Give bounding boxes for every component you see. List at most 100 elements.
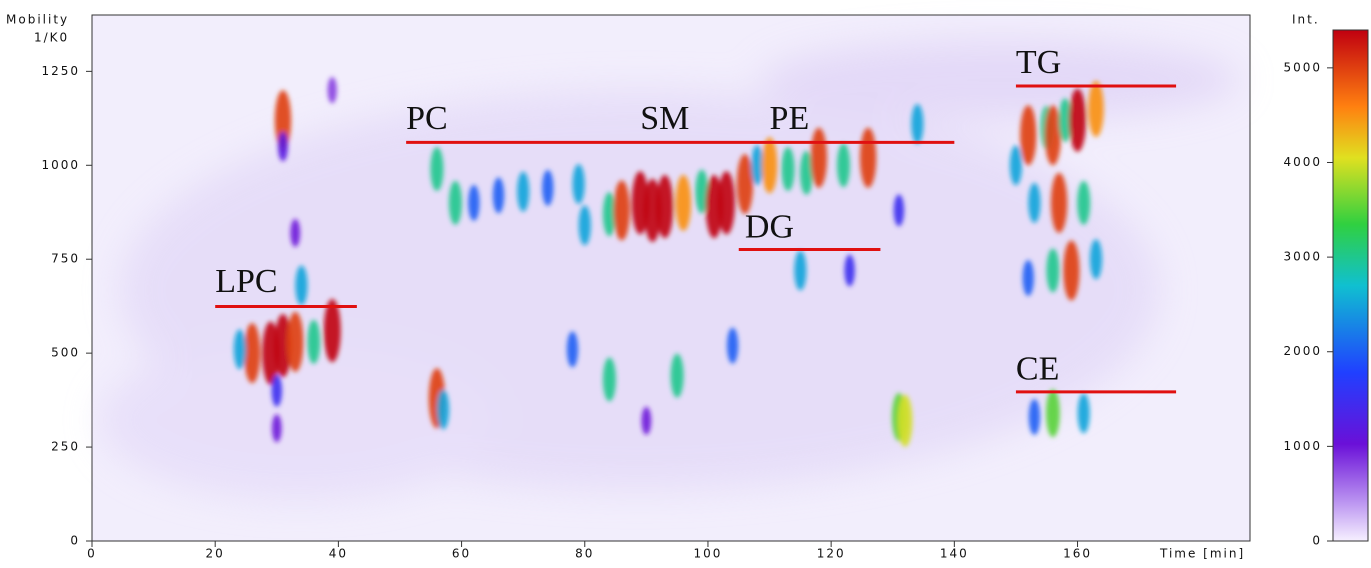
x-tick-label: 100 bbox=[694, 547, 723, 561]
spot bbox=[572, 164, 585, 205]
colorbar-tick-label: 1000 bbox=[1283, 439, 1322, 453]
spot bbox=[323, 299, 341, 363]
x-tick-label: 140 bbox=[940, 547, 969, 561]
annotation-label: SM bbox=[640, 100, 689, 137]
spot bbox=[1046, 248, 1060, 293]
spot bbox=[836, 143, 850, 188]
spot bbox=[641, 406, 652, 435]
spot bbox=[736, 154, 754, 215]
y-tick-label: 500 bbox=[51, 346, 80, 360]
spot bbox=[859, 127, 877, 188]
spot bbox=[602, 192, 616, 237]
y-tick-label: 750 bbox=[51, 252, 80, 266]
spot bbox=[675, 174, 692, 231]
y-tick-label: 250 bbox=[51, 440, 80, 454]
colorbar-tick-label: 0 bbox=[1312, 534, 1322, 548]
spot bbox=[271, 374, 283, 407]
spot bbox=[1089, 239, 1103, 280]
x-tick-label: 0 bbox=[87, 547, 97, 561]
spot bbox=[243, 323, 261, 384]
spot bbox=[1088, 80, 1104, 137]
spot bbox=[613, 180, 630, 241]
spot bbox=[656, 175, 674, 239]
spot bbox=[1044, 105, 1062, 166]
spot bbox=[644, 178, 662, 242]
spot bbox=[794, 250, 807, 291]
spot bbox=[295, 265, 308, 306]
annotation-label: DG bbox=[745, 208, 794, 245]
spot bbox=[1077, 393, 1090, 434]
spot bbox=[233, 329, 246, 370]
spot bbox=[437, 389, 450, 430]
spot bbox=[307, 319, 321, 364]
spots bbox=[233, 76, 1104, 447]
y-tick-label: 1250 bbox=[41, 64, 80, 78]
spot bbox=[578, 205, 591, 246]
y-tick-label: 0 bbox=[70, 534, 80, 548]
spot bbox=[1022, 260, 1034, 296]
annotation-label: TG bbox=[1016, 44, 1061, 81]
spot bbox=[1058, 98, 1072, 143]
spot bbox=[897, 394, 913, 447]
spot bbox=[277, 131, 288, 162]
x-tick-label: 40 bbox=[329, 547, 348, 561]
spot bbox=[430, 147, 444, 192]
spot bbox=[448, 180, 462, 225]
spot bbox=[492, 177, 505, 214]
spot bbox=[1009, 145, 1023, 186]
spot bbox=[1028, 182, 1041, 223]
spot bbox=[1045, 389, 1060, 438]
spot bbox=[751, 145, 764, 186]
annotation-label: LPC bbox=[215, 263, 277, 300]
spot bbox=[800, 150, 814, 195]
background-haze bbox=[100, 40, 1240, 500]
spot bbox=[468, 184, 480, 221]
colorbar-tick-label: 2000 bbox=[1283, 344, 1322, 358]
x-axis-label: Time [min] bbox=[1159, 547, 1245, 561]
spot bbox=[810, 127, 827, 188]
y-axis-label: 1/K0 bbox=[34, 31, 69, 45]
annotation-label: PC bbox=[406, 100, 448, 137]
x-tick-label: 20 bbox=[206, 547, 225, 561]
x-tick-label: 80 bbox=[575, 547, 594, 561]
spot bbox=[566, 331, 579, 368]
colorbar-tick-label: 3000 bbox=[1283, 250, 1322, 264]
spot bbox=[1050, 172, 1068, 233]
y-tick-label: 1000 bbox=[41, 158, 80, 172]
spot bbox=[274, 90, 292, 151]
spot bbox=[274, 314, 292, 378]
spot bbox=[1020, 105, 1037, 166]
annotation-label: PE bbox=[770, 100, 810, 137]
x-tick-label: 60 bbox=[452, 547, 471, 561]
spot bbox=[844, 254, 855, 287]
spot bbox=[1063, 240, 1080, 301]
spot bbox=[1069, 88, 1087, 152]
spot bbox=[761, 137, 778, 194]
spot bbox=[602, 357, 616, 402]
spot bbox=[911, 103, 924, 144]
y-axis-label: Mobility bbox=[6, 13, 69, 27]
spot bbox=[290, 218, 301, 247]
colorbar-label: Int. bbox=[1292, 13, 1320, 27]
spot bbox=[1077, 180, 1091, 225]
annotation-label: CE bbox=[1016, 350, 1059, 387]
spot bbox=[726, 327, 739, 364]
colorbar bbox=[1332, 29, 1369, 542]
spot bbox=[287, 311, 304, 372]
colorbar-tick-label: 5000 bbox=[1283, 60, 1322, 74]
spot bbox=[670, 353, 684, 398]
spot bbox=[327, 76, 337, 104]
spot bbox=[893, 194, 905, 227]
spot bbox=[705, 175, 723, 239]
spot bbox=[695, 169, 709, 214]
x-tick-label: 120 bbox=[817, 547, 846, 561]
spot bbox=[542, 169, 554, 206]
x-tick-label: 160 bbox=[1063, 547, 1092, 561]
colorbar-tick-label: 4000 bbox=[1283, 155, 1322, 169]
spot bbox=[781, 147, 795, 192]
spot bbox=[517, 171, 530, 212]
spot bbox=[717, 171, 735, 235]
spot bbox=[271, 414, 282, 443]
spot bbox=[1028, 399, 1041, 436]
